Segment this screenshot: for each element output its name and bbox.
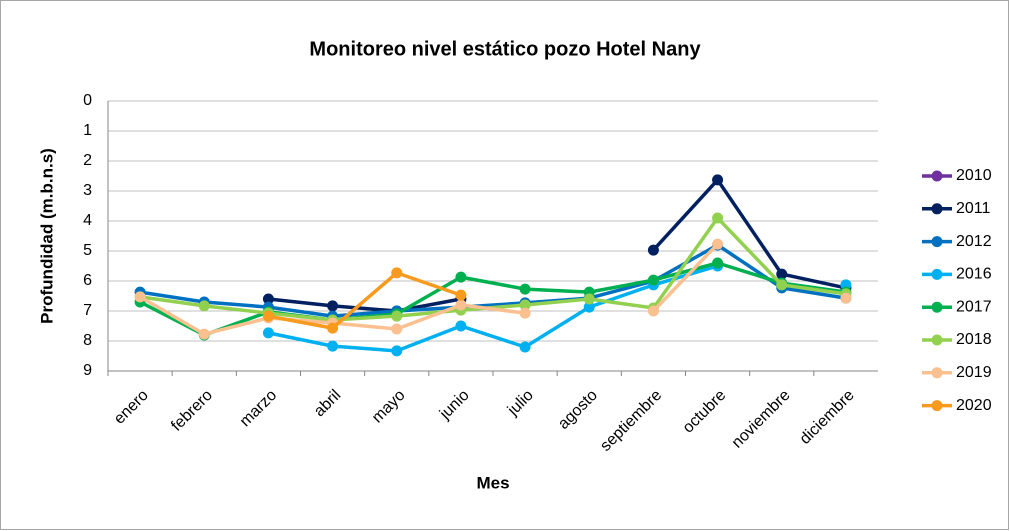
data-point: [391, 345, 403, 357]
series-line: [652, 178, 847, 290]
legend-marker: [931, 170, 943, 182]
legend-marker: [931, 367, 943, 379]
legend-label: 2017: [956, 298, 992, 315]
y-tick-label: 9: [83, 362, 92, 379]
series-line: [268, 271, 462, 330]
data-point: [262, 310, 274, 322]
legend-marker: [931, 400, 943, 412]
legend-label: 2010: [956, 167, 992, 184]
data-point: [134, 291, 146, 303]
chart-title: Monitoreo nivel estático pozo Hotel Nany: [309, 38, 701, 60]
data-point: [712, 257, 724, 269]
data-point: [583, 293, 595, 305]
data-point: [712, 212, 724, 224]
legend-label: 2019: [956, 364, 992, 381]
y-tick-label: 4: [83, 212, 92, 229]
legend-marker: [931, 334, 943, 346]
data-point: [519, 283, 531, 295]
data-point: [455, 289, 467, 301]
data-point: [519, 341, 531, 353]
legend-label: 2018: [956, 331, 992, 348]
data-point: [327, 300, 339, 312]
data-point: [455, 299, 467, 311]
y-tick-label: 6: [83, 272, 92, 289]
series-line: [268, 264, 719, 353]
data-point: [712, 238, 724, 250]
series-line: [139, 243, 847, 318]
y-tick-label: 1: [83, 122, 92, 139]
series-line: [268, 297, 462, 313]
legend-label: 2012: [956, 233, 992, 250]
data-point: [647, 244, 659, 256]
series-line: [139, 261, 847, 337]
data-point: [776, 268, 788, 280]
legend-label: 2020: [956, 397, 992, 414]
data-point: [391, 323, 403, 335]
legend-label: 2016: [956, 266, 992, 283]
legend-marker: [931, 203, 943, 215]
x-axis-label: Mes: [476, 473, 509, 492]
data-point: [776, 279, 788, 291]
legend-marker: [931, 301, 943, 313]
data-point: [391, 267, 403, 279]
data-point: [455, 320, 467, 332]
data-point: [647, 305, 659, 317]
y-tick-label: 3: [83, 182, 92, 199]
y-tick-label: 7: [83, 302, 92, 319]
y-tick-label: 5: [83, 242, 92, 259]
legend-label: 2011: [956, 200, 991, 217]
data-point: [519, 307, 531, 319]
series-line: [652, 242, 719, 313]
data-point: [519, 299, 531, 311]
y-tick-label: 2: [83, 152, 92, 169]
data-point: [327, 322, 339, 334]
data-point: [455, 271, 467, 283]
data-point: [198, 300, 210, 312]
data-point: [583, 301, 595, 313]
data-point: [327, 340, 339, 352]
legend-marker: [931, 236, 943, 248]
data-point: [262, 327, 274, 339]
data-point: [712, 174, 724, 186]
data-point: [198, 328, 210, 340]
y-tick-label: 8: [83, 332, 92, 349]
data-point: [840, 292, 852, 304]
legend-marker: [931, 268, 943, 280]
data-point: [391, 310, 403, 322]
y-tick-label: 0: [83, 92, 92, 109]
data-point: [647, 274, 659, 286]
y-axis-label: Profundidad (m.b.n.s): [37, 148, 56, 324]
data-point: [262, 293, 274, 305]
